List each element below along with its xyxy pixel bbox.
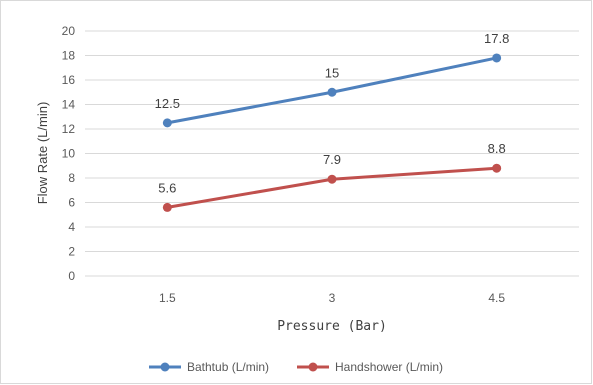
data-point[interactable] bbox=[327, 87, 337, 97]
data-label: 8.8 bbox=[488, 141, 506, 156]
data-point[interactable] bbox=[492, 53, 502, 63]
x-tick-label: 4.5 bbox=[488, 291, 505, 305]
y-tick-label: 20 bbox=[62, 24, 76, 38]
y-tick-label: 14 bbox=[62, 98, 76, 112]
data-point[interactable] bbox=[162, 202, 172, 212]
data-label: 7.9 bbox=[323, 152, 341, 167]
legend-item-bathtub[interactable]: Bathtub (L/min) bbox=[149, 360, 269, 374]
data-label: 15 bbox=[325, 65, 339, 80]
y-tick-label: 0 bbox=[68, 269, 75, 283]
data-labels: 12.5 15 17.8 5.6 7.9 8.8 bbox=[155, 31, 510, 195]
y-axis-ticks: 0 2 4 6 8 10 12 14 16 18 20 bbox=[62, 24, 76, 283]
legend-label-bathtub: Bathtub (L/min) bbox=[187, 360, 269, 374]
data-point[interactable] bbox=[492, 163, 502, 173]
y-tick-label: 10 bbox=[62, 147, 76, 161]
legend-label-handshower: Handshower (L/min) bbox=[335, 360, 443, 374]
data-point[interactable] bbox=[162, 118, 172, 128]
x-tick-label: 3 bbox=[329, 291, 336, 305]
legend: Bathtub (L/min) Handshower (L/min) bbox=[149, 360, 443, 374]
legend-marker-bathtub bbox=[160, 362, 170, 372]
data-label: 17.8 bbox=[484, 31, 509, 46]
y-tick-label: 12 bbox=[62, 122, 76, 136]
legend-marker-handshower bbox=[308, 362, 318, 372]
series-lines bbox=[162, 53, 502, 212]
x-axis-ticks: 1.5 3 4.5 bbox=[159, 291, 505, 305]
data-label: 12.5 bbox=[155, 96, 180, 111]
data-label: 5.6 bbox=[158, 180, 176, 195]
x-tick-label: 1.5 bbox=[159, 291, 176, 305]
y-tick-label: 16 bbox=[62, 73, 76, 87]
legend-item-handshower[interactable]: Handshower (L/min) bbox=[297, 360, 443, 374]
y-tick-label: 6 bbox=[68, 196, 75, 210]
data-point[interactable] bbox=[327, 174, 337, 184]
y-tick-label: 4 bbox=[68, 220, 75, 234]
y-tick-label: 2 bbox=[68, 245, 75, 259]
x-axis-title: Pressure (Bar) bbox=[277, 319, 387, 334]
series-line-1 bbox=[165, 166, 499, 209]
y-tick-label: 18 bbox=[62, 49, 76, 63]
y-axis-title: Flow Rate (L/min) bbox=[35, 102, 50, 205]
y-tick-label: 8 bbox=[68, 171, 75, 185]
